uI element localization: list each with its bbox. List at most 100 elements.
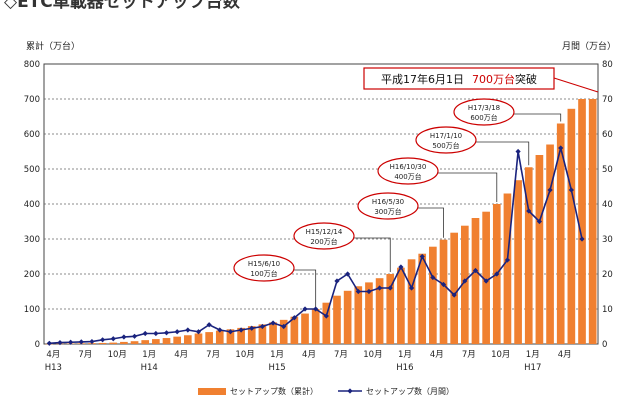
- annotation-bubble: [377, 157, 439, 185]
- cumulative-bar: [152, 339, 160, 344]
- x-month-label: 1月: [398, 350, 412, 360]
- cumulative-bar: [524, 167, 533, 344]
- x-year-label: H13: [45, 363, 62, 373]
- annotation-bubble: [357, 192, 419, 220]
- monthly-point: [46, 340, 52, 346]
- monthly-point: [376, 285, 383, 291]
- monthly-point: [249, 325, 255, 331]
- x-year-label: H15: [268, 363, 285, 373]
- monthly-point: [57, 340, 63, 346]
- annotation-pointer: [352, 237, 391, 272]
- monthly-point: [334, 278, 340, 284]
- cumulative-bar: [588, 99, 597, 344]
- y-right-tick-label: 0: [602, 340, 607, 350]
- monthly-point: [259, 323, 266, 330]
- monthly-point: [323, 313, 329, 319]
- monthly-line-series: [46, 145, 585, 346]
- y-right-tick-label: 10: [602, 305, 613, 315]
- page-title: ◇ETC車載器セットアップ台数: [4, 0, 240, 12]
- cumulative-bar: [578, 99, 586, 344]
- legend-bar-swatch: [198, 388, 226, 395]
- cumulative-bar: [514, 180, 522, 344]
- x-year-label: H16: [396, 363, 413, 373]
- x-month-label: 7月: [78, 350, 92, 360]
- monthly-point: [153, 330, 159, 337]
- cumulative-bar: [237, 327, 245, 344]
- x-year-label: H14: [141, 363, 158, 373]
- legend: セットアップ数（累計） セットアップ数（月間）: [198, 386, 454, 396]
- milestone-callout: 平成17年6月1日 700万台突破: [363, 67, 599, 93]
- cumulative-bar: [375, 278, 384, 344]
- monthly-point: [547, 187, 553, 193]
- monthly-point: [206, 322, 212, 328]
- cumulative-bar: [162, 338, 171, 344]
- monthly-point: [121, 334, 127, 340]
- cumulative-bar: [130, 341, 139, 344]
- cumulative-bar: [269, 322, 277, 344]
- monthly-point: [195, 329, 202, 335]
- annotation-count: 200万台: [310, 237, 337, 246]
- cumulative-bar: [407, 259, 416, 344]
- cumulative-bar: [535, 155, 544, 344]
- y-right-tick-label: 40: [602, 200, 613, 210]
- cumulative-bar: [482, 211, 490, 344]
- monthly-point: [558, 145, 564, 151]
- monthly-point: [408, 285, 415, 291]
- cumulative-bar: [471, 218, 480, 344]
- monthly-point: [99, 337, 106, 343]
- cumulative-bar: [567, 108, 576, 344]
- annotation-bubble: [453, 98, 515, 126]
- callout-suffix: 突破: [515, 72, 537, 86]
- cumulative-bar: [354, 286, 363, 344]
- annotation-date: H17/3/18: [468, 104, 500, 112]
- cumulative-bar: [183, 335, 192, 344]
- monthly-point: [68, 339, 74, 345]
- x-month-label: 10月: [235, 350, 254, 360]
- annotation-pointer: [292, 269, 317, 307]
- annotation-bubble: [415, 126, 477, 154]
- monthly-point: [366, 288, 372, 295]
- monthly-point: [313, 306, 319, 312]
- monthly-point: [238, 327, 244, 333]
- monthly-point: [89, 338, 95, 345]
- monthly-point: [494, 271, 500, 277]
- annotation-pointer: [512, 113, 562, 122]
- annotation-count: 300万台: [374, 207, 401, 216]
- x-month-label: 7月: [334, 350, 348, 360]
- cumulative-bar: [215, 330, 224, 344]
- annotation-pointer: [436, 172, 498, 202]
- cumulative-bar: [439, 239, 448, 344]
- monthly-point: [579, 236, 585, 242]
- monthly-point: [483, 278, 489, 284]
- cumulative-bar: [546, 144, 554, 344]
- monthly-point: [430, 274, 436, 281]
- annotation-date: H17/1/10: [430, 132, 462, 140]
- annotation-count: 500万台: [432, 141, 459, 150]
- annotation-count: 400万台: [394, 172, 421, 181]
- monthly-point: [536, 218, 543, 225]
- cumulative-bar: [503, 193, 512, 344]
- x-month-label: 1月: [142, 350, 156, 360]
- monthly-point: [345, 271, 351, 277]
- monthly-point: [419, 253, 425, 260]
- monthly-point: [504, 257, 511, 263]
- annotation-pointer: [474, 141, 530, 166]
- annotation-date: H15/12/14: [306, 228, 343, 236]
- monthly-point: [185, 327, 191, 333]
- monthly-point: [78, 339, 84, 345]
- x-month-label: 4月: [46, 350, 60, 360]
- x-month-label: 4月: [558, 350, 572, 360]
- y-right-tick-label: 60: [602, 130, 613, 140]
- x-month-label: 4月: [174, 350, 188, 360]
- cumulative-bar: [194, 333, 203, 344]
- cumulative-bar: [173, 336, 182, 344]
- cumulative-bar: [98, 342, 107, 344]
- y-left-axis-title: 累計（万台）: [26, 40, 80, 52]
- x-month-label: 4月: [302, 350, 316, 360]
- y-left-tick-label: 400: [24, 200, 40, 210]
- y-right-tick-label: 50: [602, 165, 613, 175]
- cumulative-bar: [141, 340, 150, 344]
- cumulative-bar: [397, 267, 405, 344]
- y-left-tick-label: 600: [24, 130, 40, 140]
